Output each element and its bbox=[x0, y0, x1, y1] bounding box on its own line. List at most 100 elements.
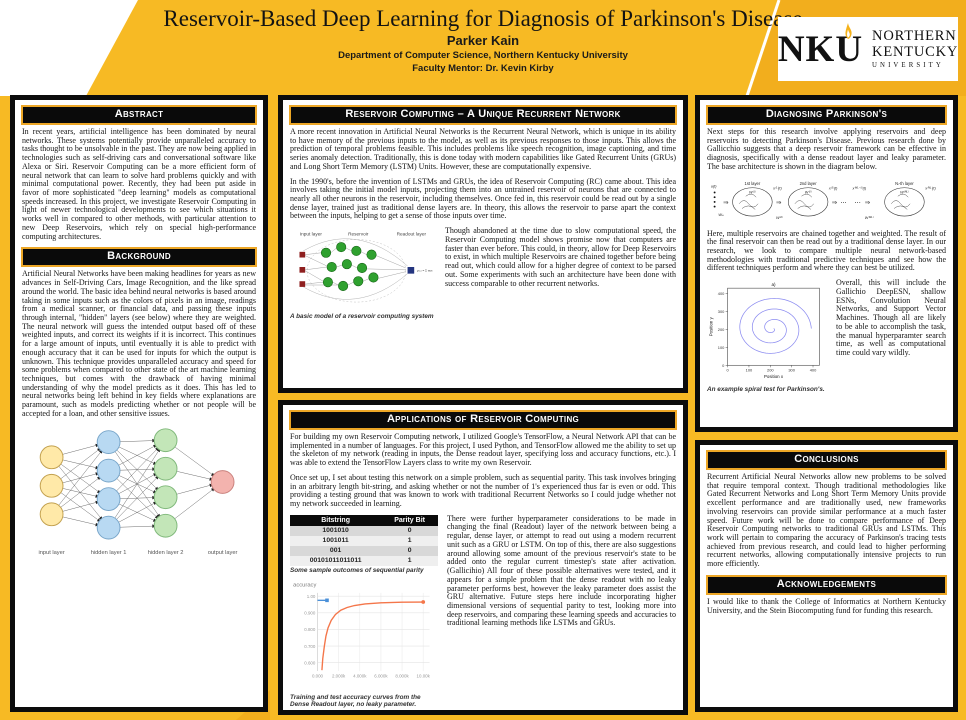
background-heading: Background bbox=[21, 247, 257, 268]
parity-col-bitstring: Bitstring bbox=[290, 514, 382, 526]
svg-text:0: 0 bbox=[722, 363, 725, 368]
author-name: Parker Kain bbox=[446, 33, 520, 48]
svg-text:400: 400 bbox=[718, 291, 725, 296]
svg-text:6.000k: 6.000k bbox=[374, 674, 388, 679]
logo-word-university: UNIVERSITY bbox=[872, 62, 944, 70]
diagnosing-panel: Diagnosing Parkinson's Next steps for th… bbox=[695, 95, 958, 432]
diagnosing-heading: Diagnosing Parkinson's bbox=[706, 105, 947, 125]
conclusions-heading: Conclusions bbox=[706, 450, 947, 470]
left-column-panel: Abstract In recent years, artificial int… bbox=[10, 95, 268, 712]
arch-x1-label: x⁽¹⁾(t) bbox=[772, 186, 782, 190]
svg-text:0.900: 0.900 bbox=[304, 611, 316, 616]
reservoir-fig-input-label: Input layer bbox=[300, 232, 323, 238]
svg-text:0.700: 0.700 bbox=[304, 644, 316, 649]
reservoir-paragraph-1: A more recent innovation in Artificial N… bbox=[290, 127, 676, 171]
neural-network-figure: input layer hidden layer 1 hidden layer … bbox=[15, 425, 263, 563]
arch-xn1-label: x⁽ᴺᴸ⁻¹⁾(t) bbox=[851, 186, 866, 190]
arch-x2-label: x⁽²⁾(t) bbox=[827, 186, 837, 190]
conclusions-panel: Conclusions Recurrent Artificial Neural … bbox=[695, 440, 958, 712]
accuracy-chart-caption: Training and test accuracy curves from t… bbox=[290, 694, 421, 709]
logo-word-northern: NORTHERN bbox=[872, 27, 957, 44]
poster-header: Reservoir-Based Deep Learning for Diagno… bbox=[0, 0, 966, 95]
svg-text:300: 300 bbox=[788, 368, 795, 373]
logo-word-kentucky: KENTUCKY bbox=[872, 43, 959, 60]
nn-input-label: input layer bbox=[38, 550, 64, 556]
reservoir-paragraph-3: Though abandoned at the time due to slow… bbox=[445, 226, 676, 288]
arch-layer2-label: 2nd layer bbox=[799, 180, 817, 185]
table-row: 001 0 bbox=[290, 545, 438, 556]
parity-table-caption: Some sample outcomes of sequential parit… bbox=[290, 566, 424, 574]
deep-reservoir-architecture-figure: u(t) Wᵢₙ ⇒ 1st layer W⁽¹⁾ x⁽¹⁾(t) ⇒ W⁽²⁾… bbox=[700, 178, 953, 227]
nn-output-label: output layer bbox=[208, 550, 238, 556]
arch-layerN-label: Nₗ-th layer bbox=[895, 180, 914, 185]
accuracy-chart-title: accuracy bbox=[293, 583, 316, 589]
reservoir-model-diagram: Input layer Reservoir Readout layer bbox=[299, 232, 433, 303]
cell-bitstring: 001 bbox=[329, 547, 342, 555]
arch-arrow-2: ⇒ bbox=[776, 199, 782, 206]
nku-logo: NKU NORTHERN KENTUCKY UNIVERSITY bbox=[778, 17, 958, 81]
svg-text:8.000k: 8.000k bbox=[395, 674, 409, 679]
conclusions-text: Recurrent Artificial Neural Networks all… bbox=[707, 472, 946, 569]
abstract-heading: Abstract bbox=[21, 105, 257, 125]
table-row: 1001011 1 bbox=[290, 535, 438, 546]
accuracy-chart: accuracy 0.000 2.000k 4.000k 6.000k 8.000k 10… bbox=[293, 583, 431, 679]
arch-layer1-label: 1st layer bbox=[744, 180, 760, 185]
applications-heading: Applications of Reservoir Computing bbox=[289, 410, 677, 430]
spiral-xlabel: Position x bbox=[764, 374, 784, 379]
svg-text:10.00k: 10.00k bbox=[417, 674, 431, 679]
svg-text:200: 200 bbox=[718, 327, 725, 332]
arch-dots-1: ⋯ bbox=[840, 199, 847, 206]
arch-w1-label: W⁽¹⁾ bbox=[749, 190, 757, 194]
table-row: 1001010 0 bbox=[290, 525, 438, 536]
neural-network-diagram: input layer hidden layer 1 hidden layer … bbox=[38, 427, 238, 556]
arch-arrow-4: ⇒ bbox=[864, 199, 870, 206]
faculty-mentor: Faculty Mentor: Dr. Kevin Kirby bbox=[412, 63, 554, 74]
arch-xn-label: x⁽ᴺᴸ⁾(t) bbox=[924, 186, 936, 190]
arch-w2-label: W⁽²⁾ bbox=[776, 215, 784, 219]
table-row: 00101011011011 1 bbox=[290, 555, 438, 566]
applications-paragraph-2: Once set up, I set about testing this ne… bbox=[290, 472, 676, 509]
spiral-figure: a) Position x Position y 0 100 200 300 400 0 1… bbox=[707, 279, 829, 393]
cell-parity: 1 bbox=[407, 537, 412, 545]
arch-w2b-label: W⁽²⁾ bbox=[804, 190, 812, 194]
svg-text:1.00: 1.00 bbox=[307, 594, 316, 599]
reservoir-figure-caption: A basic model of a reservoir computing s… bbox=[290, 313, 434, 321]
author-affiliation: Department of Computer Science, Northern… bbox=[338, 50, 628, 61]
nn-hidden2-label: hidden layer 2 bbox=[148, 550, 184, 556]
spiral-chart-title: a) bbox=[771, 282, 776, 287]
svg-text:0.800: 0.800 bbox=[304, 627, 316, 632]
reservoir-fig-reservoir-label: Reservoir bbox=[348, 232, 369, 238]
applications-panel: Applications of Reservoir Computing For … bbox=[278, 400, 688, 715]
svg-text:0: 0 bbox=[726, 368, 729, 373]
cell-parity: 0 bbox=[407, 547, 412, 555]
diagnosing-paragraph-1: Next steps for this research involve app… bbox=[707, 127, 946, 171]
deep-reservoir-architecture-diagram: u(t) Wᵢₙ ⇒ 1st layer W⁽¹⁾ x⁽¹⁾(t) ⇒ W⁽²⁾… bbox=[710, 180, 936, 219]
spiral-figure-caption: An example spiral test for Parkinson's. bbox=[707, 386, 825, 394]
arch-arrow-3: ⇒ bbox=[831, 199, 837, 206]
applications-paragraph-1: For building my own Reservoir Computing … bbox=[290, 432, 676, 468]
parity-table: Bitstring Parity Bit 1001010 0 1001011 1 0… bbox=[290, 514, 438, 566]
arch-dots-2: ⋯ bbox=[854, 199, 861, 206]
svg-text:0.600: 0.600 bbox=[304, 661, 316, 666]
cell-bitstring: 00101011011011 bbox=[309, 557, 362, 565]
svg-text:100: 100 bbox=[718, 345, 725, 350]
arch-win-label: Wᵢₙ bbox=[718, 213, 724, 217]
torch-flame-icon bbox=[845, 22, 852, 39]
svg-text:100: 100 bbox=[746, 368, 753, 373]
reservoir-computing-panel: Reservoir Computing – A Unique Recurrent… bbox=[278, 95, 688, 393]
parity-col-paritybit: Parity Bit bbox=[381, 514, 438, 526]
arch-wnb-label: W⁽ᴺᴸ⁾ bbox=[900, 190, 910, 194]
reservoir-fig-readout-label: Readout layer bbox=[397, 232, 427, 238]
spiral-ylabel: Position y bbox=[708, 317, 713, 337]
reservoir-heading: Reservoir Computing – A Unique Recurrent… bbox=[289, 105, 677, 125]
background-text: Artificial Neural Networks have been mak… bbox=[22, 269, 256, 418]
svg-text:400: 400 bbox=[810, 368, 817, 373]
svg-text:2.000k: 2.000k bbox=[332, 674, 346, 679]
svg-text:200: 200 bbox=[767, 368, 774, 373]
arch-u-label: u(t) bbox=[710, 184, 716, 188]
applications-paragraph-3: There were further hyperparameter consid… bbox=[447, 513, 676, 628]
diagnosing-paragraph-2: Here, multiple reservoirs are chained to… bbox=[707, 228, 946, 273]
readout-formula: yₒᵤₜ = Σ wᵢxᵢ bbox=[417, 269, 433, 273]
cell-bitstring: 1001011 bbox=[322, 537, 349, 545]
acknowledgements-heading: Acknowledgements bbox=[706, 574, 947, 595]
